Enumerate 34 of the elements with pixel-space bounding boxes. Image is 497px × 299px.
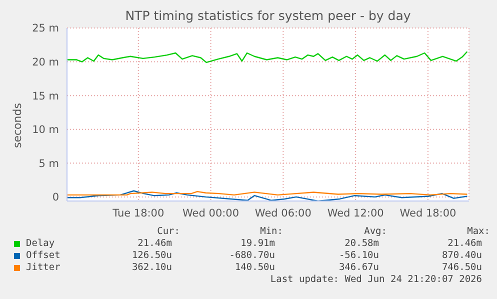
text: Min: <box>260 226 283 237</box>
y-tick-label: 0 <box>52 192 59 204</box>
legend-label: Jitter <box>26 262 60 273</box>
text: 746.50u <box>442 262 482 273</box>
x-tick-label: Wed 12:00 <box>327 207 384 220</box>
text: 140.50u <box>234 262 275 273</box>
y-tick-label: 25 m <box>32 22 59 35</box>
text: Max: <box>467 226 490 237</box>
legend-label: Delay <box>26 238 55 249</box>
text: 346.67u <box>338 262 379 273</box>
y-tick-label: 20 m <box>32 56 59 69</box>
text: 870.40u <box>442 250 482 261</box>
text: Cur: <box>157 226 180 237</box>
text: 21.46m <box>448 238 482 249</box>
text: -56.10u <box>338 250 379 261</box>
x-tick-label: Wed 18:00 <box>400 207 456 220</box>
text: Last update: Wed Jun 24 21:20:07 2026 <box>270 274 482 285</box>
y-tick-label: 15 m <box>32 90 59 102</box>
legend-label: Offset <box>26 250 60 261</box>
text: 126.50u <box>132 250 172 261</box>
text: 21.46m <box>138 238 172 249</box>
chart-title: NTP timing statistics for system peer - by day <box>124 8 412 23</box>
y-tick-label: 5 m <box>38 158 59 170</box>
text: -680.70u <box>229 250 275 261</box>
text: 20.58m <box>344 238 379 249</box>
x-tick-label: Tue 18:00 <box>112 207 164 220</box>
text: 19.91m <box>240 238 275 249</box>
text: 362.10u <box>132 262 172 273</box>
y-tick-label: 10 m <box>32 124 59 136</box>
line-series <box>67 51 468 64</box>
x-tick-label: Wed 06:00 <box>254 207 312 220</box>
y-axis-title: seconds <box>10 102 24 148</box>
x-tick-label: Wed 00:00 <box>182 207 240 220</box>
text: Avg: <box>364 226 387 237</box>
